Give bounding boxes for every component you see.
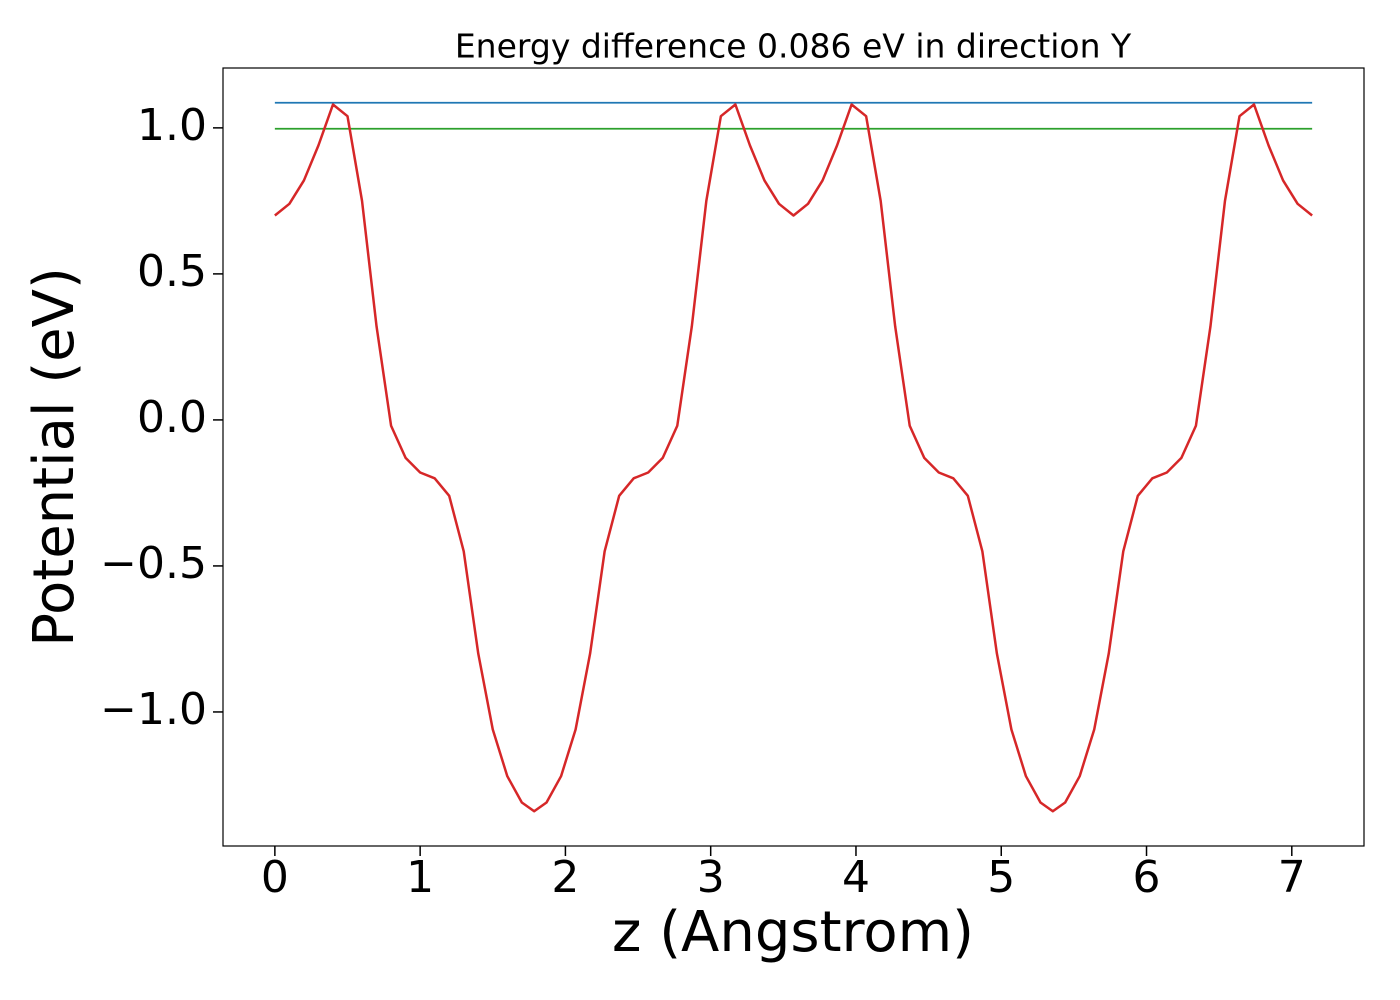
x-tick-label: 6 — [1133, 852, 1161, 903]
y-tick-label: −1.0 — [100, 684, 207, 735]
y-tick-label: 1.0 — [137, 100, 207, 151]
x-tick-label: 0 — [261, 852, 289, 903]
x-tick-label: 7 — [1278, 852, 1306, 903]
y-tick-label: 0.5 — [137, 246, 207, 297]
chart-title: Energy difference 0.086 eV in direction … — [455, 27, 1132, 66]
x-tick-label: 1 — [406, 852, 434, 903]
x-tick-label: 4 — [842, 852, 870, 903]
x-tick-label: 2 — [551, 852, 579, 903]
y-tick-label: 0.0 — [137, 392, 207, 443]
x-tick-label: 3 — [697, 852, 725, 903]
plot-frame — [222, 67, 1365, 847]
data-line — [274, 103, 1313, 813]
y-axis-label: Potential (eV) — [22, 267, 87, 647]
x-tick-label: 5 — [987, 852, 1015, 903]
y-tick-label: −0.5 — [100, 538, 207, 589]
x-axis-label: z (Angstrom) — [612, 900, 974, 965]
